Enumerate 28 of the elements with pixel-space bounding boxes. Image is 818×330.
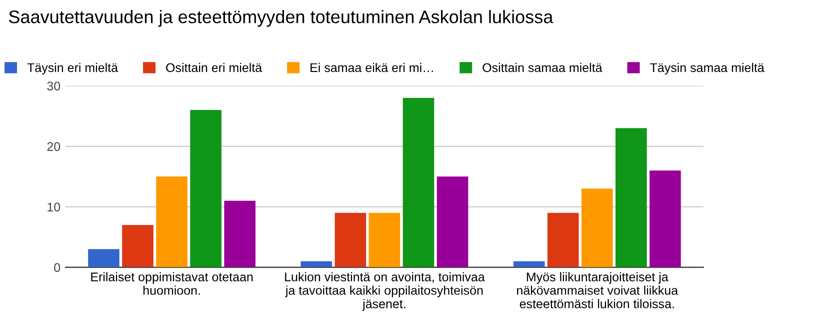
bar [300,261,332,268]
y-tick-label: 20 [47,142,60,151]
bar [436,176,468,268]
bar [190,110,222,268]
bar [224,200,256,268]
bar [402,98,434,268]
bar [581,188,613,268]
bar [368,212,400,268]
bar [88,249,120,268]
bar [616,128,647,268]
x-tick-label: Lukion viestintä on avointa, toimivaa ja tavoittaa kaikki oppilaitosyhteisön jäsenet. [285,272,485,311]
bar [156,176,188,268]
bar [650,170,681,268]
bar [334,212,366,268]
x-tick-label: Erilaiset oppimistavat otetaan huomioon. [91,272,253,295]
legend-label: Ei samaa eikä eri mi… [310,62,433,72]
bar [547,212,579,268]
legend-label: Osittain samaa mieltä [482,62,602,72]
y-tick-label: 10 [48,202,60,212]
y-tick-label: 30 [47,82,60,90]
legend-label: Täysin eri mieltä [27,62,118,75]
bar [513,261,545,268]
bar [122,224,154,268]
legend-label: Osittain eri mieltä [166,62,262,72]
chart-title: Saavutettavuuden ja esteettömyyden toteutuminen Askolan lukiossa [9,10,554,27]
y-tick-label: 0 [54,263,60,272]
x-tick-label: Myös liikuntarajoitteiset ja näkövammaiset voivat liikkua esteettömästi lukion tiloissa. [517,272,678,308]
legend-label: Täysin samaa mieltä [650,62,764,75]
